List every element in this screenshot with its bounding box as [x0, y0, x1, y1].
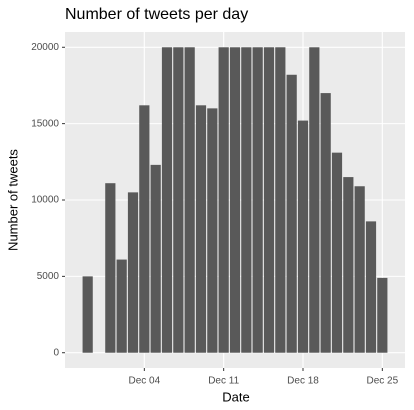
bar — [150, 164, 161, 353]
bar — [365, 221, 377, 353]
bar — [139, 105, 150, 353]
x-axis-label: Date — [222, 389, 249, 404]
x-tick-label: Dec 25 — [366, 376, 398, 387]
bar — [343, 177, 354, 353]
bar — [184, 47, 195, 353]
bar — [309, 47, 320, 353]
bar — [263, 47, 275, 353]
y-tick-label: 5000 — [37, 271, 60, 282]
bar — [275, 47, 286, 353]
bar — [207, 108, 218, 353]
y-axis-label: Number of tweets — [5, 149, 20, 251]
bar — [354, 186, 365, 353]
bar — [218, 47, 229, 353]
bar — [377, 277, 388, 353]
bar — [229, 47, 241, 353]
bar — [105, 183, 116, 353]
bar — [331, 152, 343, 353]
y-tick-label: 20000 — [31, 42, 59, 53]
bar — [82, 276, 93, 353]
bar — [286, 74, 297, 353]
bar — [127, 192, 139, 353]
x-tick-label: Dec 04 — [128, 376, 160, 387]
bar — [173, 47, 184, 353]
y-tick-label: 0 — [53, 347, 59, 358]
x-tick-label: Dec 18 — [287, 376, 319, 387]
bar — [241, 47, 252, 353]
y-tick-label: 10000 — [31, 195, 59, 206]
bar — [161, 47, 173, 353]
bar — [320, 93, 331, 353]
bar — [195, 105, 207, 353]
bar — [297, 120, 309, 353]
bar — [116, 259, 127, 353]
y-tick-label: 15000 — [31, 118, 59, 129]
bar — [252, 47, 263, 353]
chart-title: Number of tweets per day — [65, 6, 248, 23]
x-tick-label: Dec 11 — [208, 376, 239, 387]
